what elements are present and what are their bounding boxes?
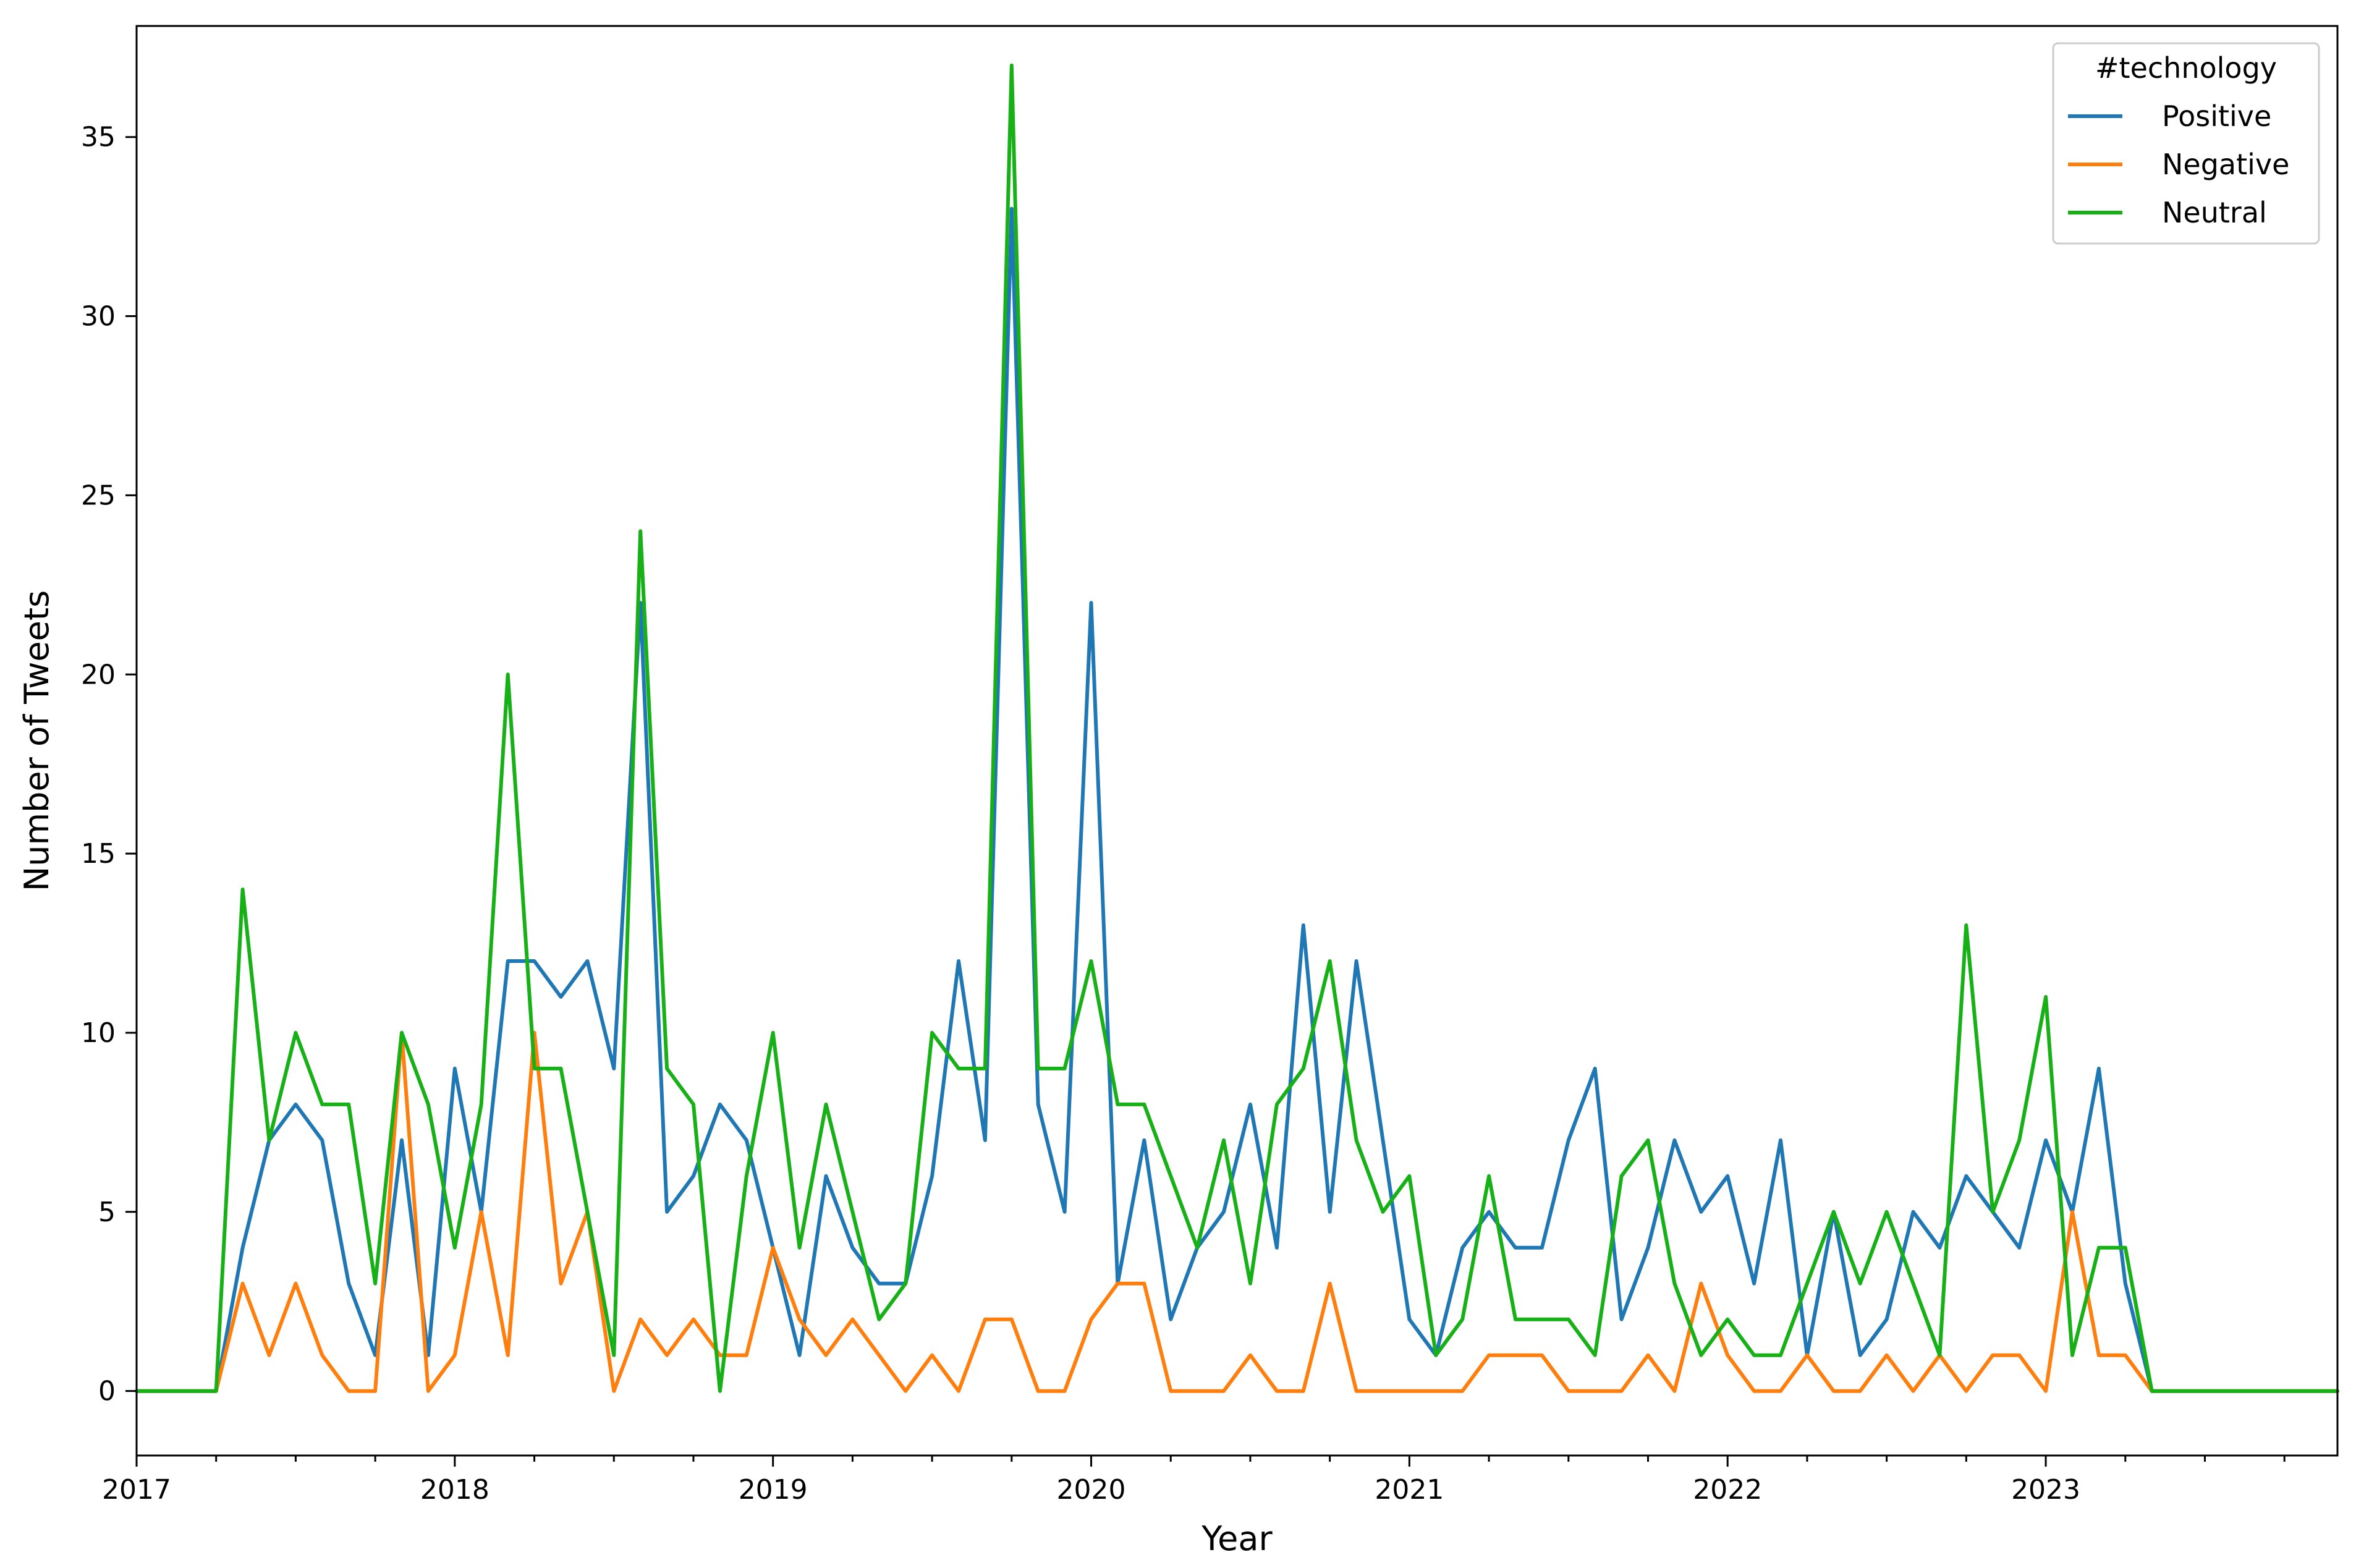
x-tick-label: 2017 bbox=[102, 1474, 171, 1506]
x-tick-label: 2019 bbox=[739, 1474, 808, 1506]
x-tick-label: 2020 bbox=[1057, 1474, 1126, 1506]
y-tick-label: 0 bbox=[98, 1376, 116, 1407]
x-tick-label: 2022 bbox=[1693, 1474, 1762, 1506]
y-tick-label: 25 bbox=[81, 480, 116, 511]
x-axis: 2017 2018 2019 2020 2021 2022 2023 bbox=[102, 1456, 2286, 1506]
plot-frame bbox=[135, 25, 2339, 1457]
y-tick-label: 5 bbox=[98, 1197, 116, 1228]
y-axis: 0 5 10 15 20 25 30 35 bbox=[81, 122, 137, 1407]
legend-label-positive: Positive bbox=[2162, 100, 2271, 133]
y-tick-label: 35 bbox=[81, 122, 116, 153]
x-tick-label: 2018 bbox=[420, 1474, 489, 1506]
y-tick-label: 30 bbox=[81, 301, 116, 333]
y-axis-label: Number of Tweets bbox=[17, 590, 56, 891]
series-line-positive bbox=[135, 206, 2339, 1393]
series-line-negative bbox=[135, 1031, 2339, 1393]
legend: #technology Positive Negative Neutral bbox=[2052, 42, 2320, 245]
y-tick-label: 10 bbox=[81, 1017, 116, 1049]
y-tick-label: 15 bbox=[81, 838, 116, 870]
x-tick-label: 2021 bbox=[1375, 1474, 1444, 1506]
x-tick-label: 2023 bbox=[2011, 1474, 2080, 1506]
plot-area bbox=[135, 63, 2339, 1393]
legend-label-negative: Negative bbox=[2162, 148, 2289, 181]
legend-box bbox=[2052, 42, 2320, 245]
series-line-neutral bbox=[135, 63, 2339, 1393]
legend-title: #technology bbox=[2095, 51, 2277, 85]
y-tick-label: 20 bbox=[81, 659, 116, 690]
x-axis-label: Year bbox=[1201, 1519, 1273, 1558]
legend-label-neutral: Neutral bbox=[2162, 196, 2267, 229]
